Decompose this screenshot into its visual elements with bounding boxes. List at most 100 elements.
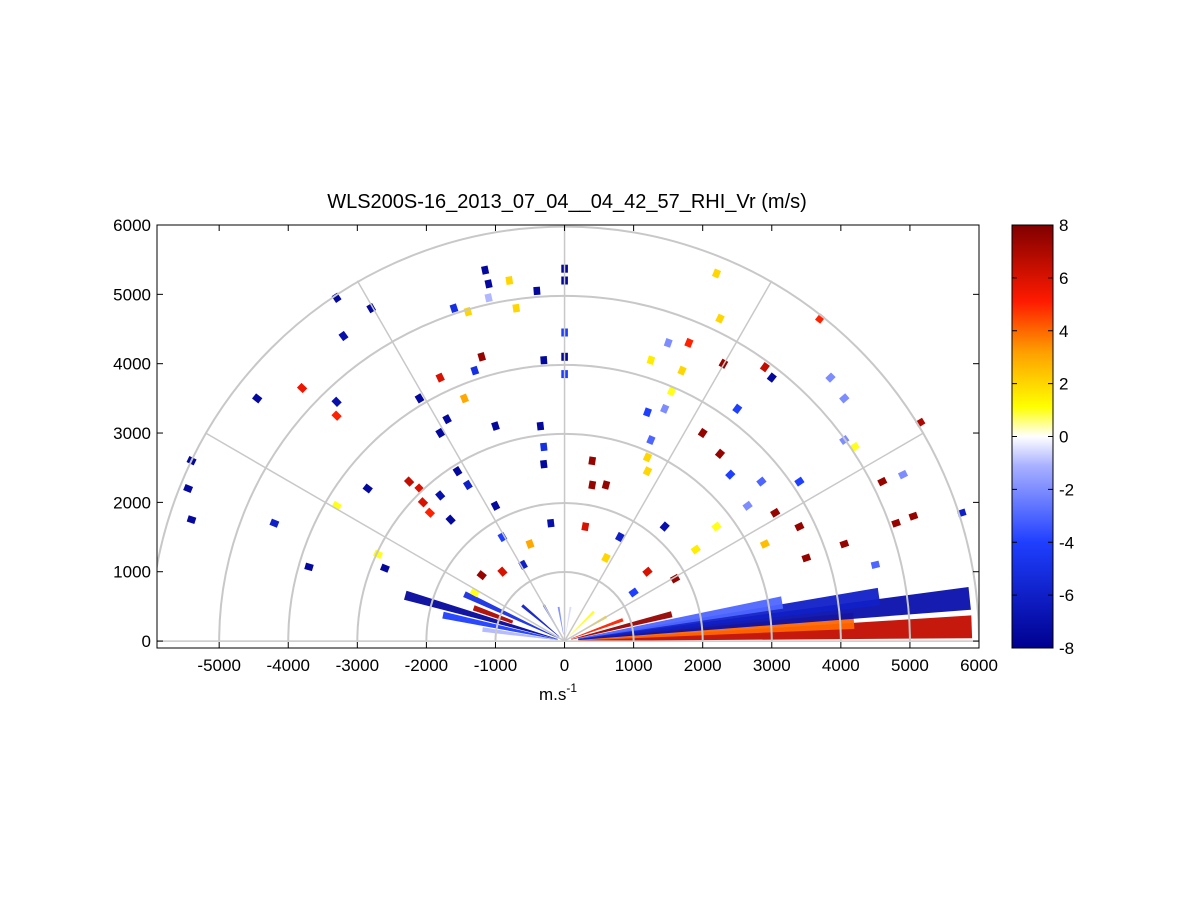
x-tick-label-5: 0 xyxy=(560,656,569,675)
velocity-cell-68 xyxy=(766,372,777,383)
x-tick-label-9: 4000 xyxy=(822,656,860,675)
x-tick-label-7: 2000 xyxy=(684,656,722,675)
x-axis: -5000 -4000 -3000 -2000 -1000 0 1000 2000 3000 40… xyxy=(197,225,998,675)
colorbar-tick-label-0: 8 xyxy=(1059,216,1068,235)
velocity-cell-93 xyxy=(891,518,901,528)
x-tick-label-6: 1000 xyxy=(615,656,653,675)
velocity-cell-91 xyxy=(801,553,812,563)
velocity-cell-26 xyxy=(459,393,469,404)
velocity-cell-8 xyxy=(331,410,342,421)
x-axis-label-exponent: -1 xyxy=(566,681,577,695)
velocity-cell-64 xyxy=(642,466,653,477)
velocity-ray-10 xyxy=(565,606,572,635)
velocity-cell-25 xyxy=(442,414,452,425)
velocity-cell-44 xyxy=(505,276,514,285)
velocity-cell-22 xyxy=(435,490,446,501)
velocity-ray-13 xyxy=(521,604,560,637)
velocity-cell-73 xyxy=(756,476,767,487)
velocity-cell-54 xyxy=(715,313,725,324)
colorbar-gradient xyxy=(1012,225,1053,648)
velocity-cell-82 xyxy=(825,372,836,383)
y-tick-label-4: 4000 xyxy=(113,355,151,374)
y-tick-label-2: 2000 xyxy=(113,493,151,512)
colorbar-tick-label-1: 6 xyxy=(1059,269,1068,288)
velocity-cell-31 xyxy=(449,303,459,314)
x-axis-label-base: m.s xyxy=(539,685,566,704)
velocity-cell-42 xyxy=(540,355,548,365)
velocity-cell-11 xyxy=(366,303,377,314)
chart-title: WLS200S-16_2013_07_04__04_42_57_RHI_Vr (… xyxy=(327,191,807,213)
velocity-cell-43 xyxy=(533,286,541,296)
x-axis-label: m.s-1 xyxy=(539,681,577,704)
velocity-cell-27 xyxy=(462,479,473,491)
velocity-cell-57 xyxy=(646,355,656,365)
velocity-cell-79 xyxy=(659,521,670,532)
velocity-cell-36 xyxy=(491,421,500,431)
velocity-cell-7 xyxy=(331,396,342,407)
velocity-cell-77 xyxy=(759,539,770,549)
velocity-ray-11 xyxy=(557,606,564,635)
velocity-cell-70 xyxy=(697,427,708,439)
velocity-cell-29 xyxy=(470,365,480,376)
velocity-cell-62 xyxy=(646,435,656,445)
velocity-cell-96 xyxy=(615,531,625,543)
velocity-ray-16 xyxy=(404,590,558,640)
y-axis: 0 1000 2000 3000 4000 5000 6000 xyxy=(113,216,979,651)
velocity-cell-86 xyxy=(877,476,888,487)
velocity-cell-10 xyxy=(338,330,349,342)
velocity-cell-24 xyxy=(435,372,445,383)
colorbar-ticks: 8 6 4 2 0 -2 -4 -6 -8 xyxy=(1012,216,1074,658)
x-tick-label-0: -5000 xyxy=(197,656,240,675)
velocity-cell-72 xyxy=(725,469,736,480)
velocity-cell-38 xyxy=(497,531,508,543)
velocity-cell-33 xyxy=(484,279,493,289)
velocity-cell-37 xyxy=(490,500,501,511)
velocity-cell-106 xyxy=(469,587,480,598)
velocity-ray-14 xyxy=(463,591,559,639)
y-tick-label-6: 6000 xyxy=(113,216,151,235)
velocity-cell-71 xyxy=(714,448,726,459)
y-tick-label-0: 0 xyxy=(142,632,151,651)
grid-spoke-5 xyxy=(205,432,565,642)
velocity-cell-40 xyxy=(540,442,548,452)
velocity-cell-39 xyxy=(536,421,545,431)
velocity-cell-75 xyxy=(742,500,753,511)
velocity-cell-104 xyxy=(547,518,555,528)
velocity-cell-65 xyxy=(601,480,611,490)
velocity-ray-17 xyxy=(442,611,558,640)
colorbar-tick-label-5: -2 xyxy=(1059,480,1074,499)
velocity-cell-15 xyxy=(379,563,390,573)
velocity-ray-8 xyxy=(569,610,595,637)
velocity-cell-2 xyxy=(186,515,197,524)
velocity-cell-35 xyxy=(512,303,521,313)
velocity-cell-103 xyxy=(476,570,487,581)
velocity-cell-19 xyxy=(417,497,429,508)
axes-frame xyxy=(156,224,980,649)
velocity-cell-12 xyxy=(331,500,342,511)
velocity-cell-89 xyxy=(908,511,919,521)
velocity-cell-95 xyxy=(770,507,781,518)
velocity-cell-97 xyxy=(601,552,611,563)
velocity-cell-105 xyxy=(581,522,590,532)
velocity-cell-1 xyxy=(183,483,194,494)
colorbar-tick-label-4: 0 xyxy=(1059,428,1068,447)
grid-spoke-2 xyxy=(563,280,773,642)
x-tick-label-4: -1000 xyxy=(474,656,517,675)
y-tick-label-5: 5000 xyxy=(113,285,151,304)
velocity-cell-102 xyxy=(497,566,508,577)
colorbar-tick-label-8: -8 xyxy=(1059,639,1074,658)
velocity-cell-56 xyxy=(684,337,694,348)
x-tick-label-2: -3000 xyxy=(336,656,379,675)
velocity-cell-83 xyxy=(839,393,850,404)
velocity-cell-34 xyxy=(484,293,493,303)
velocity-cell-9 xyxy=(331,292,342,303)
velocity-cell-51 xyxy=(588,456,597,466)
velocity-cell-5 xyxy=(304,562,314,572)
velocity-cell-21 xyxy=(435,427,446,439)
colorbar-tick-label-2: 4 xyxy=(1059,322,1068,341)
velocity-cell-18 xyxy=(414,393,425,404)
velocity-cell-69 xyxy=(732,403,743,415)
velocity-ray-15 xyxy=(472,605,514,624)
colorbar-tick-label-6: -4 xyxy=(1059,533,1074,552)
